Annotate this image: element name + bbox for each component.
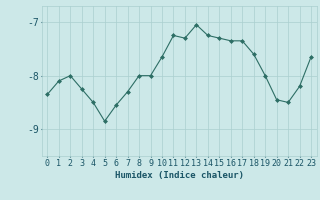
X-axis label: Humidex (Indice chaleur): Humidex (Indice chaleur) — [115, 171, 244, 180]
